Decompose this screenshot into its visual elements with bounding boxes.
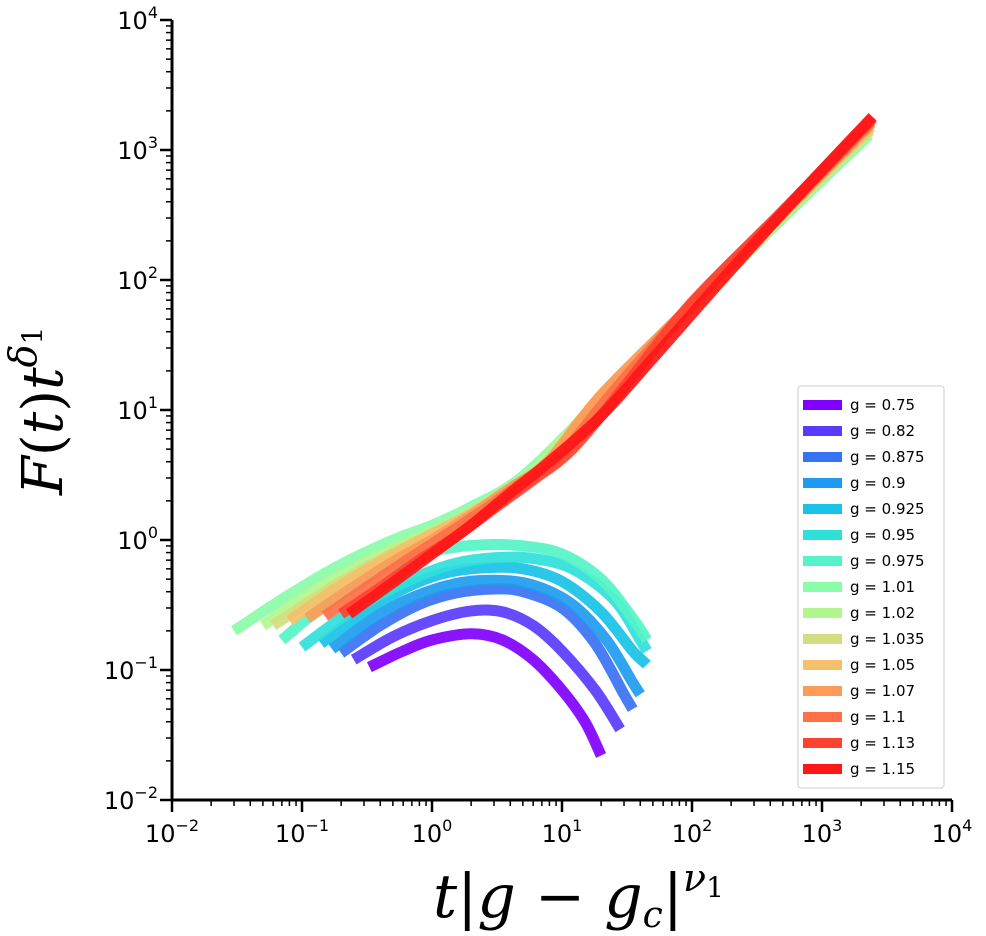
legend-label: g = 0.9	[850, 474, 905, 492]
axes	[160, 18, 954, 812]
x-tick-label: 102	[672, 816, 713, 848]
tick-labels: 10−2 10−1 100 101 102 103 104 10−2 10−1 100 101 102…	[104, 3, 973, 848]
legend-label: g = 0.75	[850, 396, 915, 414]
y-tick-label: 100	[117, 523, 158, 555]
plot-area	[230, 113, 877, 758]
y-tick-label: 104	[117, 3, 158, 35]
legend-label: g = 1.01	[850, 578, 915, 596]
x-tick-label: 103	[802, 816, 843, 848]
legend-label: g = 1.13	[850, 734, 915, 752]
legend-label: g = 1.07	[850, 682, 915, 700]
series-line-1	[350, 604, 625, 733]
series-line-14	[345, 113, 877, 619]
legend-label: g = 1.1	[850, 708, 905, 726]
legend: g = 0.75 g = 0.82 g = 0.875 g = 0.9 g = 0.92…	[797, 385, 945, 789]
x-tick-label: 100	[412, 816, 453, 848]
y-tick-label: 103	[117, 133, 158, 165]
y-tick-label: 101	[117, 393, 158, 425]
y-tick-label: 10−1	[104, 653, 158, 685]
legend-label: g = 1.035	[850, 630, 925, 648]
x-axis-title: t|g − gc|ν1	[433, 856, 724, 936]
series-line-3	[328, 574, 645, 698]
axis-titles: t|g − gc|ν1 F(t)tδ1	[1, 327, 724, 936]
legend-label: g = 1.05	[850, 656, 915, 674]
series-line-0	[366, 628, 607, 758]
legend-label: g = 1.15	[850, 760, 915, 778]
y-axis-title: F(t)tδ1	[1, 327, 76, 496]
x-tick-label: 104	[932, 816, 973, 848]
x-tick-label: 101	[542, 816, 583, 848]
legend-label: g = 0.82	[850, 422, 915, 440]
legend-label: g = 1.02	[850, 604, 915, 622]
y-tick-label: 10−2	[104, 783, 158, 815]
y-tick-label: 102	[117, 263, 158, 295]
legend-label: g = 0.975	[850, 552, 925, 570]
x-tick-label: 10−2	[145, 816, 199, 848]
series-line-4	[317, 561, 651, 669]
legend-label: g = 0.925	[850, 500, 925, 518]
legend-label: g = 0.95	[850, 526, 915, 544]
legend-label: g = 0.875	[850, 448, 925, 466]
x-tick-label: 10−1	[275, 816, 329, 848]
series-line-2	[337, 583, 638, 712]
